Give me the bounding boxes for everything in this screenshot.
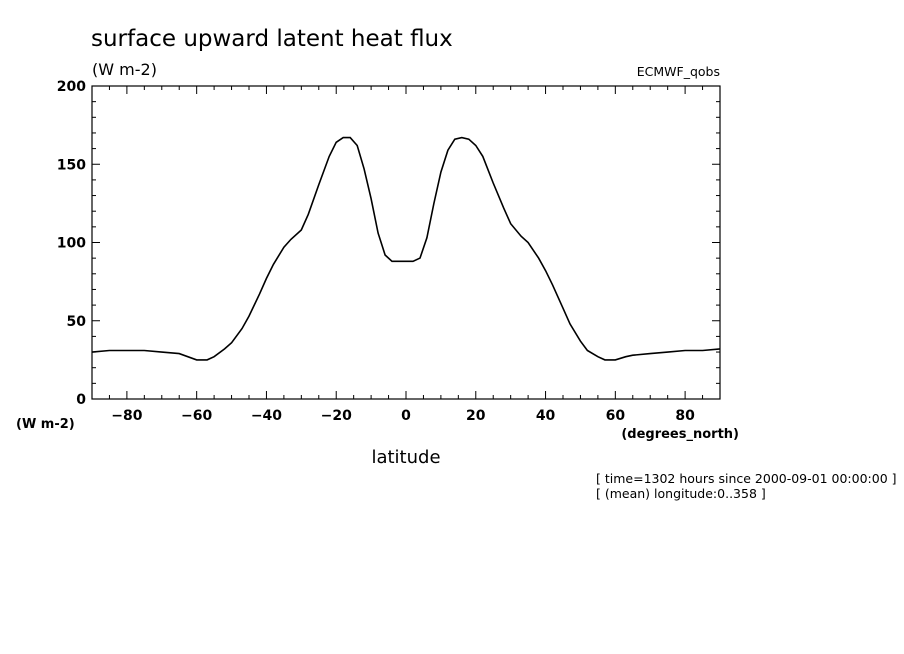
plot-frame — [91, 85, 721, 400]
y-tick-labels: 0 50 100 150 200 — [57, 79, 86, 408]
y-tick-label: 150 — [57, 157, 86, 173]
dataset-label: ECMWF_qobs — [637, 64, 720, 79]
x-tick-label: 60 — [606, 408, 626, 424]
x-tick-label: 40 — [536, 408, 556, 424]
x-tick-label: 80 — [675, 408, 695, 424]
y-tick-label: 100 — [57, 236, 86, 252]
chart-title: surface upward latent heat flux — [91, 26, 453, 52]
x-tick-label: 0 — [401, 408, 411, 424]
axis-ticks — [91, 85, 721, 400]
y-tick-label: 0 — [76, 392, 86, 408]
y-tick-label: 200 — [57, 79, 86, 95]
x-axis-label: latitude — [371, 447, 440, 468]
x-tick-label: −40 — [251, 408, 282, 424]
x-tick-label: −60 — [181, 408, 212, 424]
series-line — [91, 136, 721, 361]
x-tick-label: −80 — [111, 408, 142, 424]
x-axis-units: (degrees_north) — [621, 427, 739, 442]
x-tick-labels: −80 −60 −40 −20 0 20 40 60 80 — [111, 408, 695, 424]
y-axis-units: (W m-2) — [16, 417, 75, 432]
top-units-label: (W m-2) — [92, 60, 157, 79]
longitude-annotation: [ (mean) longitude:0..358 ] — [596, 486, 766, 501]
x-tick-label: 20 — [466, 408, 486, 424]
time-annotation: [ time=1302 hours since 2000-09-01 00:00… — [596, 471, 897, 486]
x-tick-label: −20 — [321, 408, 352, 424]
y-tick-label: 50 — [67, 314, 87, 330]
